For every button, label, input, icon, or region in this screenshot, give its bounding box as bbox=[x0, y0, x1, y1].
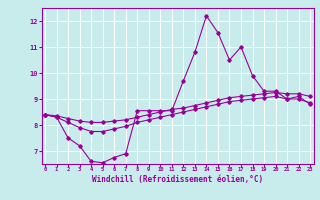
X-axis label: Windchill (Refroidissement éolien,°C): Windchill (Refroidissement éolien,°C) bbox=[92, 175, 263, 184]
